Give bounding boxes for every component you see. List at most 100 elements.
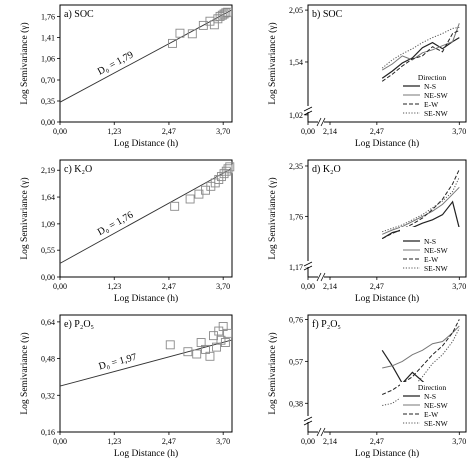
y-tick-label: 2,35 xyxy=(289,162,303,171)
data-point xyxy=(170,201,180,211)
x-tick-label: 0,00 xyxy=(53,127,67,136)
y-axis-title: Log Semivariance (γ) xyxy=(267,177,278,259)
fit-line xyxy=(59,168,232,264)
y-tick-label: 1,54 xyxy=(289,58,303,67)
legend-label: SE-NW xyxy=(424,109,449,118)
legend-label: NE-SW xyxy=(424,91,449,100)
x-tick-label: 2,47 xyxy=(162,282,176,291)
y-tick-label: 0,64 xyxy=(41,318,55,327)
x-tick-label: 1,23 xyxy=(107,127,121,136)
data-point xyxy=(221,8,231,18)
x-tick-label: 3,70 xyxy=(452,282,466,291)
panel-title: a) SOC xyxy=(64,9,94,20)
x-tick-label: 2,47 xyxy=(370,282,384,291)
data-point xyxy=(219,9,229,19)
legend-label: E-W xyxy=(424,410,439,419)
data-point xyxy=(165,340,175,350)
data-point xyxy=(192,349,202,359)
x-tick-label: 3,70 xyxy=(216,437,230,446)
legend-title: Direction xyxy=(418,73,447,82)
plot-frame xyxy=(59,4,233,123)
x-axis-break-mark xyxy=(320,427,326,437)
y-tick-label: 0,57 xyxy=(289,357,303,366)
legend-label: E-W xyxy=(424,255,439,264)
series-line-se-nw xyxy=(381,26,460,69)
data-point xyxy=(210,178,220,188)
x-axis-title: Log Distance (h) xyxy=(355,138,419,149)
legend-box xyxy=(400,227,464,275)
data-point xyxy=(223,7,233,17)
y-tick-label: 1,17 xyxy=(289,263,303,272)
y-tick-label: 1,76 xyxy=(41,12,55,21)
x-tick-label: 2,14 xyxy=(323,437,337,446)
legend-label: N-S xyxy=(424,237,436,246)
fit-line xyxy=(59,9,233,103)
x-tick-label: 2,47 xyxy=(162,127,176,136)
plot-frame xyxy=(307,4,467,123)
x-tick-label: 1,23 xyxy=(107,437,121,446)
data-point xyxy=(185,194,195,204)
x-tick-label: 0,00 xyxy=(301,282,315,291)
y-axis-title: Log Semivariance (γ) xyxy=(267,332,278,414)
panel-title: d) K₂O xyxy=(312,164,341,175)
x-tick-label: 3,70 xyxy=(216,282,230,291)
y-tick-label: 1,09 xyxy=(41,220,55,229)
series-line-se-nw xyxy=(382,327,460,406)
x-axis-title: Log Distance (h) xyxy=(355,448,419,459)
data-point xyxy=(216,172,226,182)
panel-f: 0,00 2,14 2,47 3,70 0,38 0,57 0,76 Log Distance… xyxy=(267,314,467,459)
data-point xyxy=(187,29,197,39)
x-tick-label: 2,47 xyxy=(162,437,176,446)
y-axis-title: Log Semivariance (γ) xyxy=(19,177,30,259)
x-tick-label: 0,00 xyxy=(53,282,67,291)
x-tick-label: 2,14 xyxy=(323,282,337,291)
series-line-se-nw xyxy=(382,176,460,233)
plot-frame xyxy=(59,159,233,278)
y-axis-title: Log Semivariance (γ) xyxy=(19,22,30,104)
legend-label: NE-SW xyxy=(424,246,449,255)
panel-title: b) SOC xyxy=(312,9,343,20)
data-point xyxy=(223,164,233,174)
x-axis-break-gap xyxy=(318,428,324,436)
y-tick-label: 2,05 xyxy=(289,6,303,15)
x-tick-label: 2,47 xyxy=(370,437,384,446)
y-axis-break-mark xyxy=(303,265,313,271)
y-axis-break-mark xyxy=(303,420,313,426)
panel-title: e) P₂O₅ xyxy=(64,319,94,330)
y-axis-title: Log Semivariance (γ) xyxy=(19,332,30,414)
legend-label: SE-NW xyxy=(424,419,449,428)
legend-label: SE-NW xyxy=(424,264,449,273)
x-tick-label: 3,70 xyxy=(452,437,466,446)
x-axis-break-mark xyxy=(316,272,322,282)
series-line-e-w xyxy=(381,169,460,240)
y-axis-title: Log Semivariance (γ) xyxy=(267,22,278,104)
y-tick-label: 0,70 xyxy=(41,76,55,85)
legend-box xyxy=(400,72,464,120)
y-tick-label: 0,76 xyxy=(289,315,303,324)
plot-frame xyxy=(307,159,467,278)
y-tick-label: 0,32 xyxy=(41,391,55,400)
x-tick-label: 3,70 xyxy=(216,127,230,136)
y-tick-label: 0,16 xyxy=(41,428,55,437)
series-line-ne-sw xyxy=(381,23,460,71)
data-point xyxy=(217,10,227,20)
data-point xyxy=(168,38,177,48)
x-tick-label: 0,00 xyxy=(301,127,315,136)
plot-frame xyxy=(307,314,467,433)
x-tick-label: 0,00 xyxy=(301,437,315,446)
legend-box xyxy=(400,382,464,430)
y-axis-break-mark xyxy=(303,261,313,267)
y-tick-label: 0,00 xyxy=(41,118,55,127)
data-point xyxy=(223,328,233,338)
legend-title: Direction xyxy=(418,383,447,392)
x-axis-break-mark xyxy=(320,117,326,127)
x-axis-title: Log Distance (h) xyxy=(114,293,178,304)
series-line-e-w xyxy=(381,29,460,82)
panel-title: c) K₂O xyxy=(64,164,92,175)
data-point xyxy=(225,162,235,172)
data-point xyxy=(220,338,230,347)
data-point xyxy=(209,331,218,341)
x-axis-break-mark xyxy=(320,272,326,282)
y-tick-label: 1,06 xyxy=(41,54,55,63)
